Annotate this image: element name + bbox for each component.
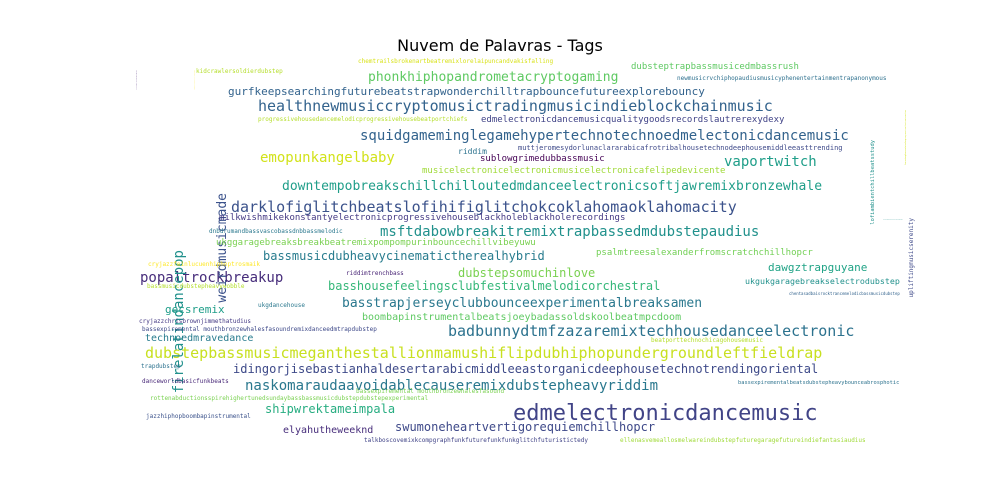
cloud-word: talkboscovemixkcompgraphfunkfuturefunkfu…	[364, 437, 588, 444]
cloud-word: housedeephouseedmtechnoprogressiveelectr…	[904, 110, 907, 165]
cloud-word: phonkhiphopandrometacryptogaming	[368, 70, 618, 85]
chart-title: Nuvem de Palavras - Tags	[397, 36, 603, 55]
cloud-word: riddimtrenchbass	[346, 270, 404, 277]
cloud-word: dnbdrumandbassvascobassdnbbassmelodic	[209, 228, 343, 235]
cloud-word: danceworldbasicfunkbeats	[142, 378, 229, 385]
cloud-word: basstrapjerseyclubbounceexperimentalbrea…	[342, 296, 702, 311]
cloud-word: psalmtreesalexanderfromscratchchillhopcr	[596, 248, 813, 258]
cloud-word: progressivehousedancemelodicprogressiveh…	[258, 116, 468, 123]
cloud-word: popaltrockbreakup	[140, 270, 283, 286]
cloud-word: idingorjisebastianhaldesertarabicmiddlee…	[233, 362, 818, 376]
cloud-word: edmelectronicdancemusic	[513, 401, 818, 426]
cloud-word: lofiambientchillbeatsstudy	[870, 139, 876, 224]
cloud-word: musicelectronicelectronicmusicelectronic…	[422, 166, 725, 176]
cloud-word: basshousefeelingsclubfestivalmelodicorch…	[328, 279, 660, 293]
cloud-word: hardstylephonktrapbrazilianfunkbeatsbass…	[193, 69, 196, 89]
cloud-word: swumoneheartvertigorequiemchillhopcr	[395, 420, 655, 434]
cloud-word: kidcrawlersoldierdubstep	[196, 68, 283, 75]
cloud-word: jazzhiphopboombapinstrumental	[146, 413, 251, 420]
cloud-word: ukgukgaragebreakselectrodubstep	[745, 276, 900, 286]
cloud-word: gurfkeepsearchingfuturebeatstrapwonderch…	[228, 85, 705, 98]
cloud-word: ellenasvemeallosmelwareindubstepfuturega…	[620, 437, 866, 444]
cloud-word: bassexpirementalbeatsdubstepheavybouncea…	[738, 380, 899, 386]
cloud-word: dubsteptrapbassmusicedmbassrush	[631, 62, 799, 72]
cloud-word: electrohouseedmelectronicdubstepbassmusi…	[136, 69, 138, 89]
cloud-word: boombapinstrumentalbeatsjoeybadassoldsko…	[362, 312, 681, 323]
cloud-word: bassexpiremental mouthbronzewhalesfasoun…	[142, 326, 377, 333]
cloud-word: bassexpiremental mouthbronzewhalesfasoun…	[356, 388, 504, 395]
cloud-word: upliftingmusicserenity	[908, 218, 915, 298]
cloud-word: vaportwitch	[724, 154, 817, 170]
cloud-word: shipwrektameimpala	[265, 402, 395, 416]
cloud-word: chemtrailsbrokenartbeatremixlorelaipunca…	[358, 58, 553, 65]
cloud-word: ukgdancehouse	[258, 302, 305, 309]
cloud-word: darklofiglitchbeatslofihifiglitchokcokla…	[231, 198, 737, 216]
cloud-word: technoedmravedance	[145, 333, 253, 344]
cloud-word: newmusicrvchiphopaudiusmusicyphenenterta…	[677, 75, 887, 82]
cloud-word: liquiddnbelectronicinstrumental	[883, 218, 903, 221]
cloud-word: muttjeromesydorlunaclararabicafrotribalh…	[518, 144, 843, 152]
cloud-word: badbunnydtmfzazaremixtechhousedanceelect…	[448, 322, 854, 340]
cloud-word: cryjazzfeinlucuenhiphoptrosmaik	[148, 261, 260, 268]
cloud-word: sublowgrimedubbassmusic	[480, 154, 605, 164]
cloud-word: elyahutheweeknd	[283, 425, 373, 436]
cloud-word: bassmusicdubstepheavywobble	[147, 283, 245, 290]
cloud-word: milkwishmikekonstantyelectronicprogressi…	[219, 213, 625, 223]
cloud-word: chentasadbaisrocktrancemelodicbassmusicd…	[789, 291, 900, 296]
cloud-word: healthnewmusiccryptomusictradingmusicind…	[258, 97, 773, 115]
cloud-word: bassmusicdubheavycinematictherealhybrid	[263, 249, 545, 263]
cloud-word: weirdmusicmade	[215, 193, 230, 303]
cloud-word: riddim	[458, 147, 487, 156]
cloud-word: squidgameminglegamehypertechnotechnoedme…	[360, 128, 849, 144]
cloud-word: emopunkangelbaby	[260, 150, 395, 166]
cloud-word: firelatindancepop	[171, 250, 187, 393]
cloud-word: cryjazzchrisbrownjimmethatudius	[139, 318, 251, 325]
cloud-word: gecsremix	[165, 303, 225, 316]
cloud-word: downtempobreakschillchilloutedmdanceelec…	[282, 179, 822, 194]
cloud-word: ukggaragebreaksbreakbeatremixpompompurin…	[216, 238, 536, 248]
cloud-word: dubstepbassmusicmeganthestallionmamushif…	[145, 344, 822, 362]
cloud-word: naskomaraudaavoidablecauseremixdubstephe…	[245, 378, 658, 394]
cloud-word: edmelectronicdancemusicqualitygoodsrecor…	[481, 115, 785, 125]
cloud-word: rottenabductionsspirehighertunedsundayba…	[150, 395, 429, 402]
cloud-word: dubstepsomuchinlove	[458, 266, 595, 280]
cloud-word: msftdabowbreakitremixtrapbassedmdubstepa…	[380, 224, 759, 240]
cloud-word: beatporttechnochicagohousemusic	[651, 337, 763, 344]
cloud-word: trapdubstep	[141, 363, 181, 370]
cloud-word: dawgztrapguyane	[768, 261, 867, 274]
